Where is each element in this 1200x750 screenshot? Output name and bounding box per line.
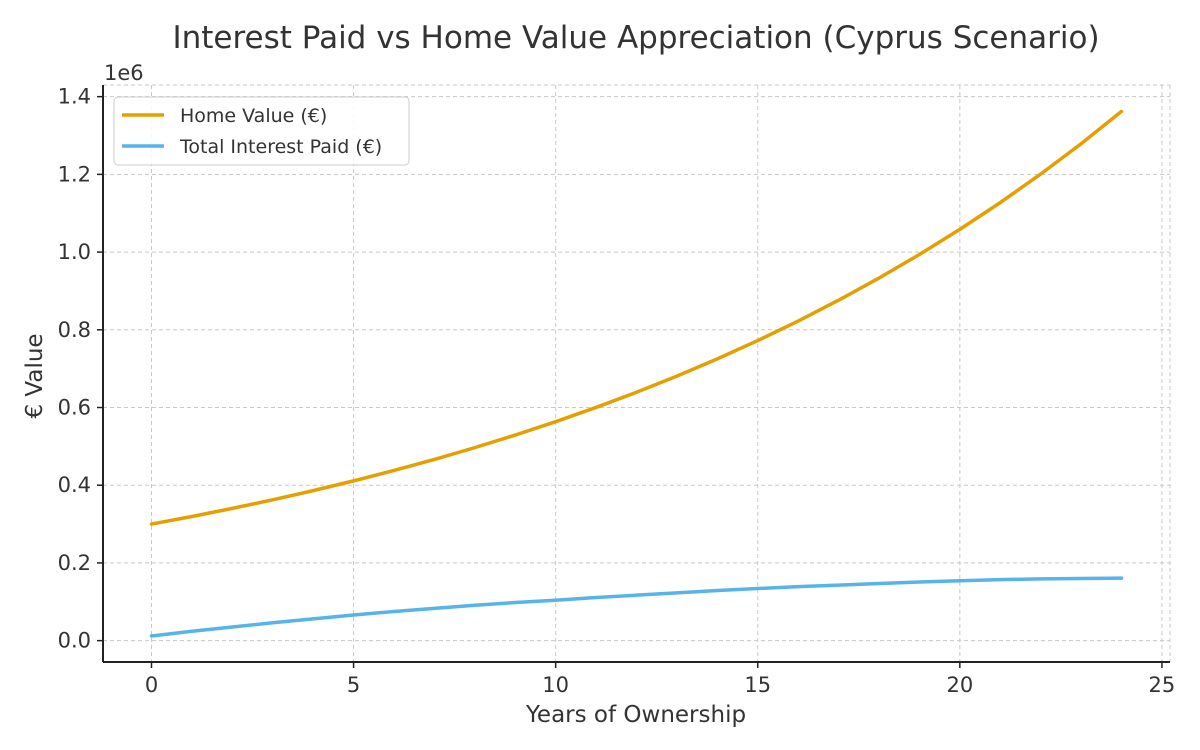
axes <box>102 85 1170 663</box>
x-tick-label: 25 <box>1149 673 1176 697</box>
y-tick-label: 0.8 <box>58 318 91 342</box>
x-axis-label: Years of Ownership <box>525 702 746 728</box>
y-tick-label: 0.4 <box>58 473 91 497</box>
ticks: 0 5 10 15 20 25 0.0 0.2 0.4 0.6 0.8 1.0 1.2 1.4 <box>58 85 1176 697</box>
x-tick-label: 15 <box>744 673 771 697</box>
y-tick-label: 1.2 <box>58 162 91 186</box>
legend-label: Home Value (€) <box>180 105 327 127</box>
y-axis-label: € Value <box>22 333 48 418</box>
y-tick-label: 1.4 <box>58 85 91 109</box>
x-tick-label: 10 <box>542 673 569 697</box>
grid <box>103 84 1171 662</box>
series-line-home-value <box>149 109 1124 526</box>
y-tick-label: 0.2 <box>58 551 91 575</box>
x-tick-label: 5 <box>347 673 360 697</box>
chart-title: Interest Paid vs Home Value Appreciation… <box>172 20 1099 56</box>
series-line-total-interest <box>149 576 1124 638</box>
y-tick-label: 1.0 <box>58 240 91 264</box>
y-tick-label: 0.6 <box>58 395 91 419</box>
series-lines <box>149 109 1124 638</box>
legend: Home Value (€) Total Interest Paid (€) <box>113 96 410 166</box>
legend-label: Total Interest Paid (€) <box>179 136 382 158</box>
x-tick-label: 20 <box>946 673 973 697</box>
y-tick-label: 0.0 <box>58 629 91 653</box>
x-tick-label: 0 <box>145 673 158 697</box>
y-axis-offset-label: 1e6 <box>104 61 144 85</box>
legend-box <box>113 96 410 166</box>
